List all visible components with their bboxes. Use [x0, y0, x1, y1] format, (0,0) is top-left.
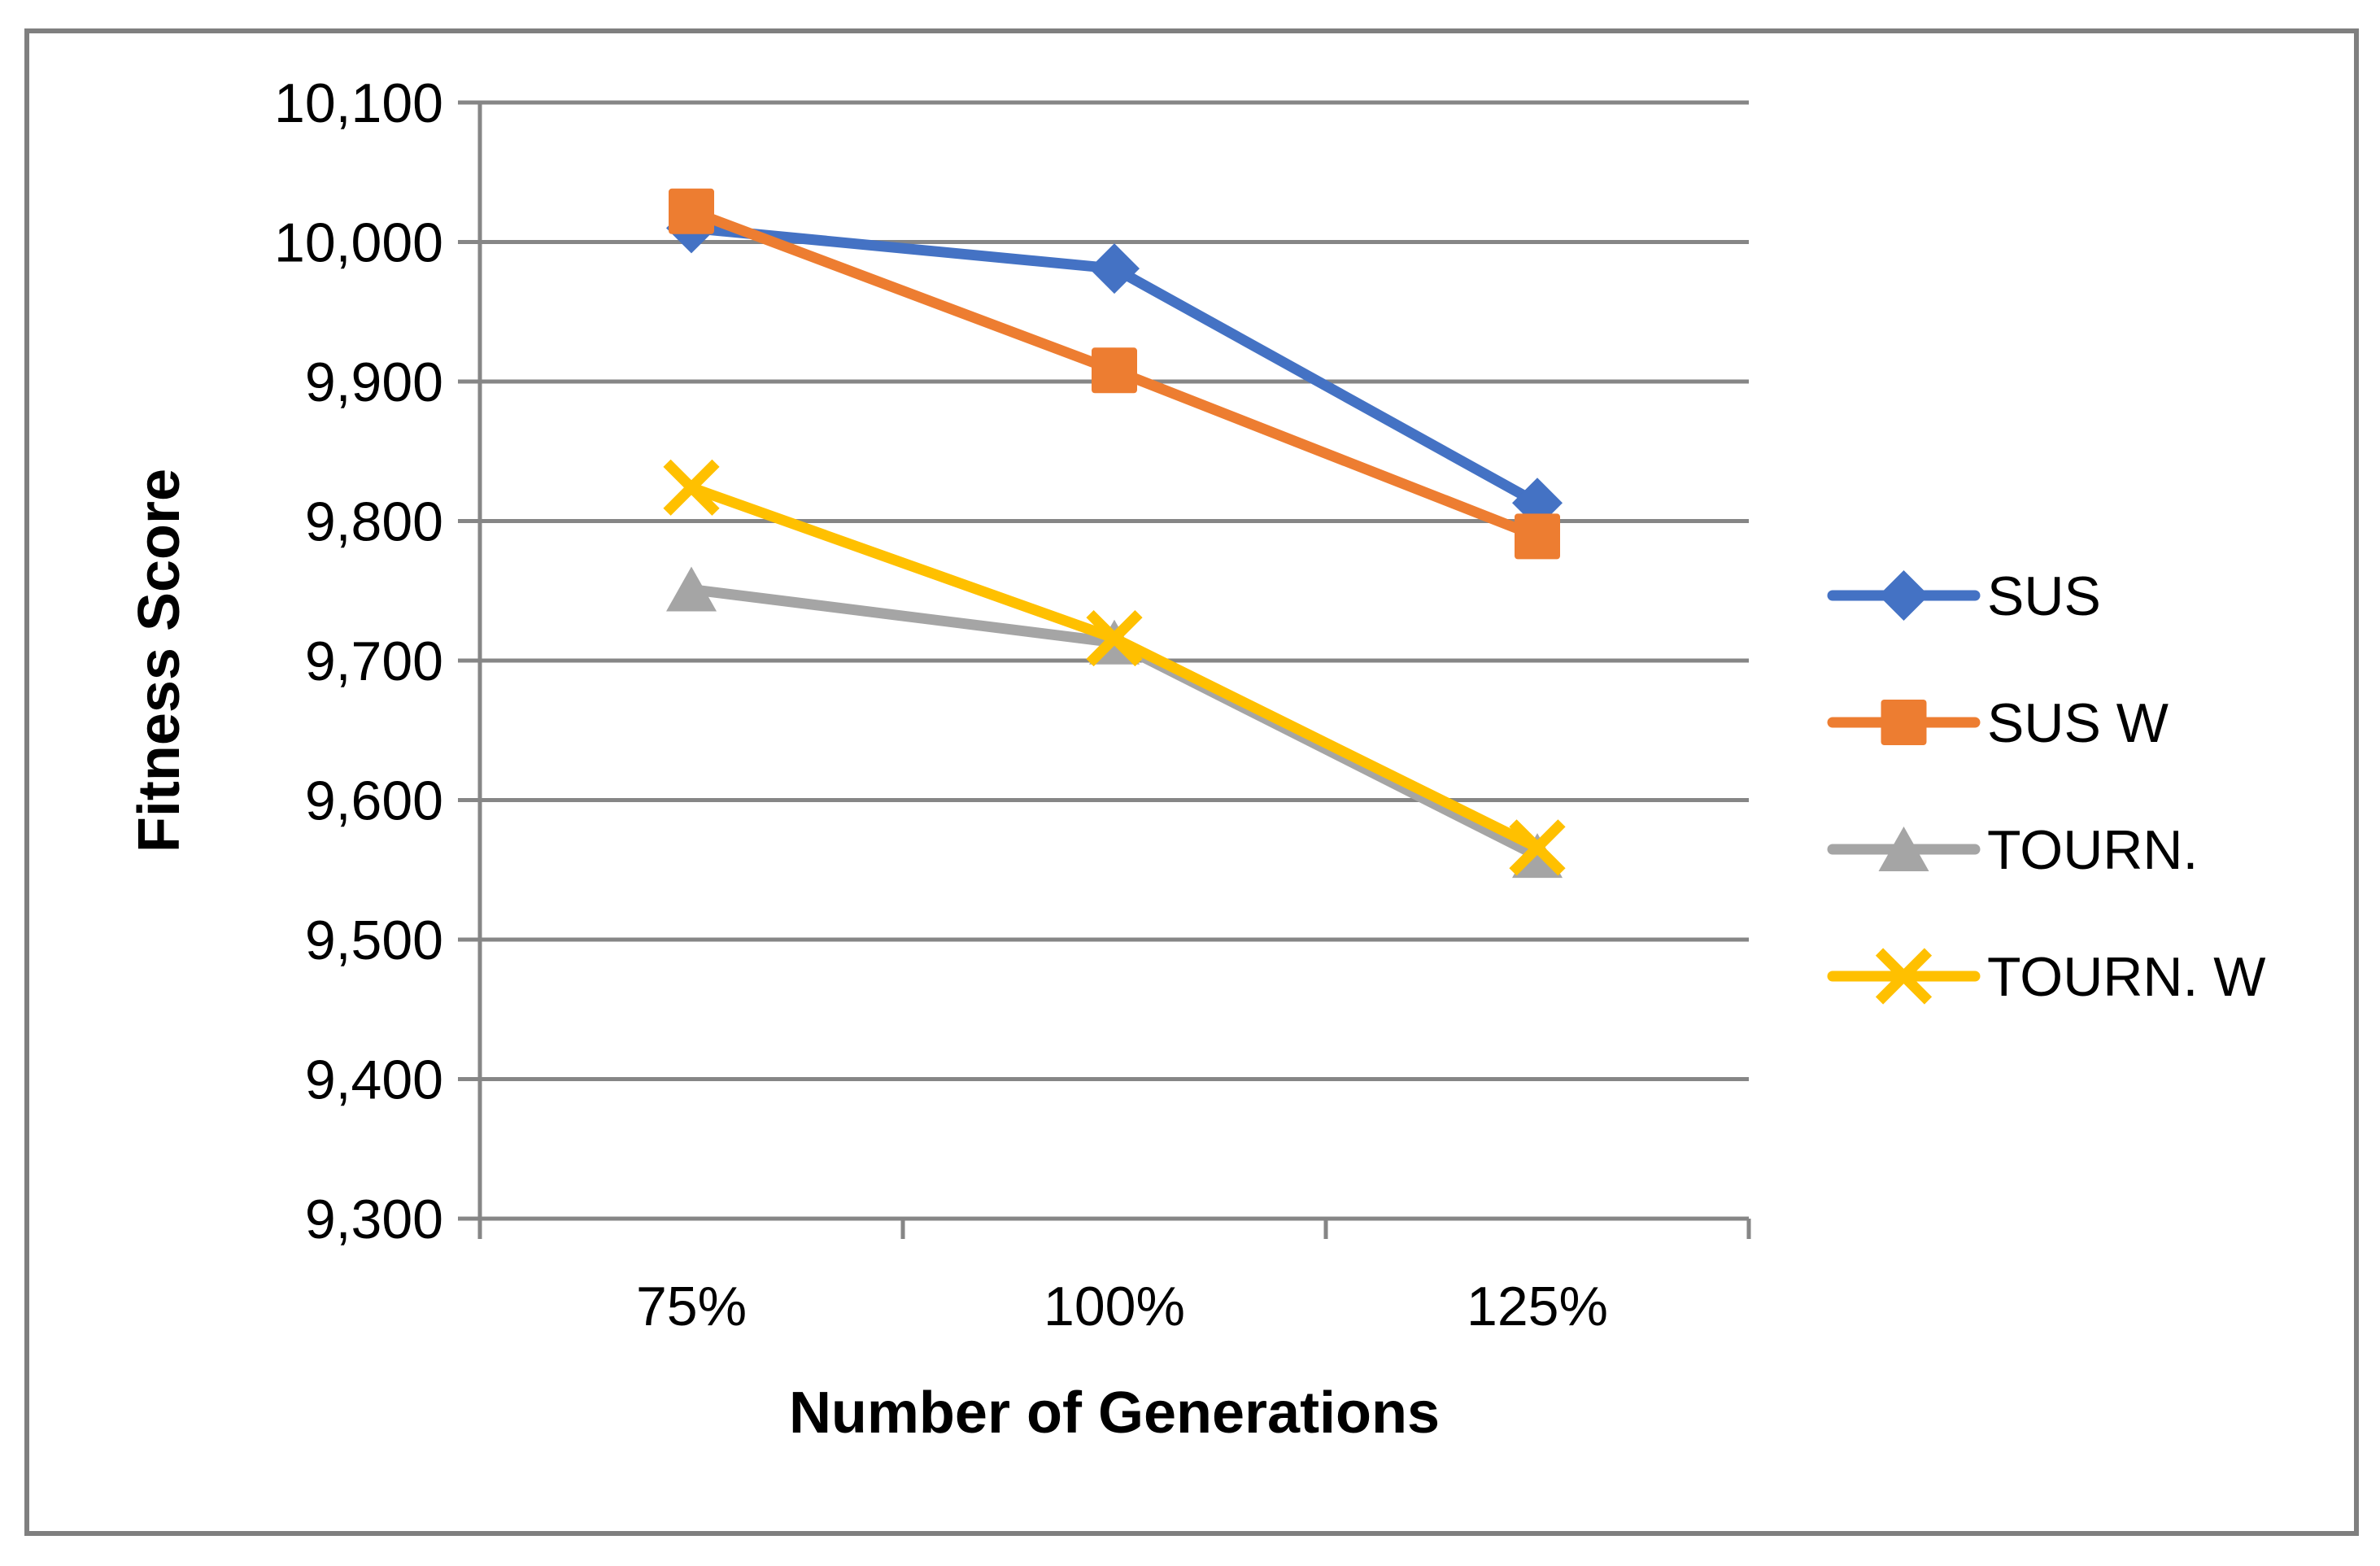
- y-axis: 10,100 10,000 9,900 9,800 9,700 9,600 9,500 9,4…: [127, 72, 482, 1250]
- y-tick-label: 10,000: [274, 212, 443, 274]
- series-sus-w: [669, 188, 1560, 560]
- sus-marker-diamond: [1089, 243, 1140, 294]
- legend-item-tourn: TOURN.: [1827, 819, 2198, 881]
- y-axis-title: Fitness Score: [127, 469, 192, 853]
- legend-item-tourn-w: TOURN. W: [1827, 946, 2266, 1008]
- tourn-w-marker-x: [1509, 819, 1566, 876]
- x-axis: 75% 100% 125% Number of Generations: [477, 1219, 1751, 1446]
- y-tick-label: 9,700: [305, 630, 443, 692]
- y-tick-label: 9,500: [305, 910, 443, 971]
- y-tick-label: 9,600: [305, 770, 443, 832]
- legend: SUS SUS W TOURN. TOURN. W: [1827, 565, 2266, 1008]
- legend-label: SUS: [1987, 565, 2101, 627]
- x-axis-title: Number of Generations: [789, 1381, 1440, 1446]
- y-tick-label: 9,900: [305, 351, 443, 413]
- sus-w-marker-square: [669, 188, 714, 234]
- sus-w-marker-square: [1515, 513, 1560, 560]
- legend-item-sus-w: SUS W: [1827, 692, 2169, 754]
- y-tick-label: 9,300: [305, 1189, 443, 1250]
- series-tourn-w: [663, 459, 1566, 876]
- legend-key-marker-x: [1875, 948, 1933, 1005]
- y-tick-label: 10,100: [274, 72, 443, 134]
- legend-key-marker-square: [1881, 700, 1927, 745]
- y-tick-label: 9,400: [305, 1049, 443, 1111]
- legend-label: SUS W: [1987, 692, 2169, 754]
- chart-border: [24, 28, 2359, 1536]
- tourn-marker-triangle: [666, 566, 717, 612]
- legend-key-marker-triangle: [1878, 827, 1929, 871]
- series-tourn: [666, 566, 1563, 879]
- x-tick-label: 75%: [636, 1276, 747, 1337]
- legend-key-marker-diamond: [1878, 570, 1929, 621]
- tourn-w-marker-x: [1086, 609, 1143, 667]
- legend-item-sus: SUS: [1827, 565, 2101, 627]
- legend-label: TOURN.: [1987, 819, 2198, 881]
- x-tick-label: 125%: [1467, 1276, 1608, 1337]
- y-tick-label: 9,800: [305, 491, 443, 553]
- x-tick-label: 100%: [1044, 1276, 1185, 1337]
- tourn-w-marker-x: [663, 459, 720, 516]
- legend-label: TOURN. W: [1987, 946, 2266, 1008]
- sus-w-marker-square: [1092, 347, 1137, 394]
